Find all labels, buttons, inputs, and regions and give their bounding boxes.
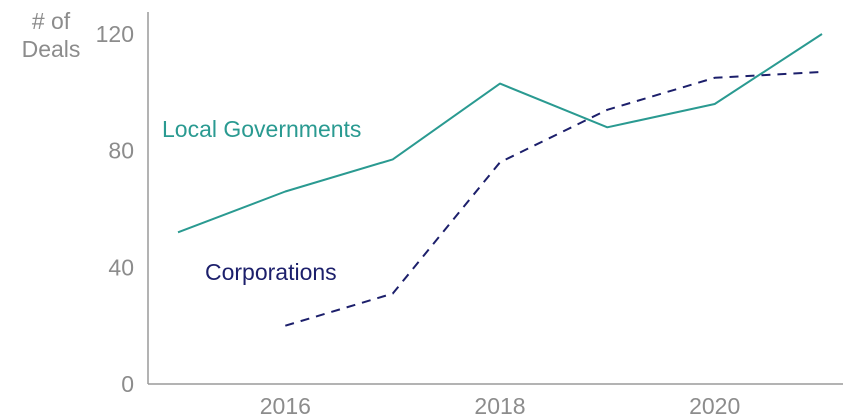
y-tick-label-0: 0: [121, 371, 134, 397]
series-label-corporations: Corporations: [205, 259, 337, 285]
y-tick-label-120: 120: [96, 21, 134, 47]
x-tick-labels: 2016 2018 2020: [260, 393, 741, 418]
y-tick-label-40: 40: [108, 254, 134, 280]
y-tick-labels: 0 40 80 120: [96, 21, 134, 397]
series-direct-labels: Local Governments Corporations: [162, 116, 361, 285]
series-line-corporations: [285, 70, 823, 327]
x-tick-label-2020: 2020: [689, 393, 740, 418]
series-lines: [177, 33, 823, 327]
series-label-local-governments: Local Governments: [162, 116, 361, 142]
chart-axes: [147, 12, 843, 385]
series-line-local-governments: [177, 33, 823, 234]
y-tick-label-80: 80: [108, 138, 134, 164]
y-axis-label-line-1: # of: [32, 8, 71, 34]
x-tick-label-2018: 2018: [474, 393, 525, 418]
x-tick-label-2016: 2016: [260, 393, 311, 418]
y-axis-label: # of Deals: [22, 8, 81, 62]
y-axis-label-line-2: Deals: [22, 36, 81, 62]
